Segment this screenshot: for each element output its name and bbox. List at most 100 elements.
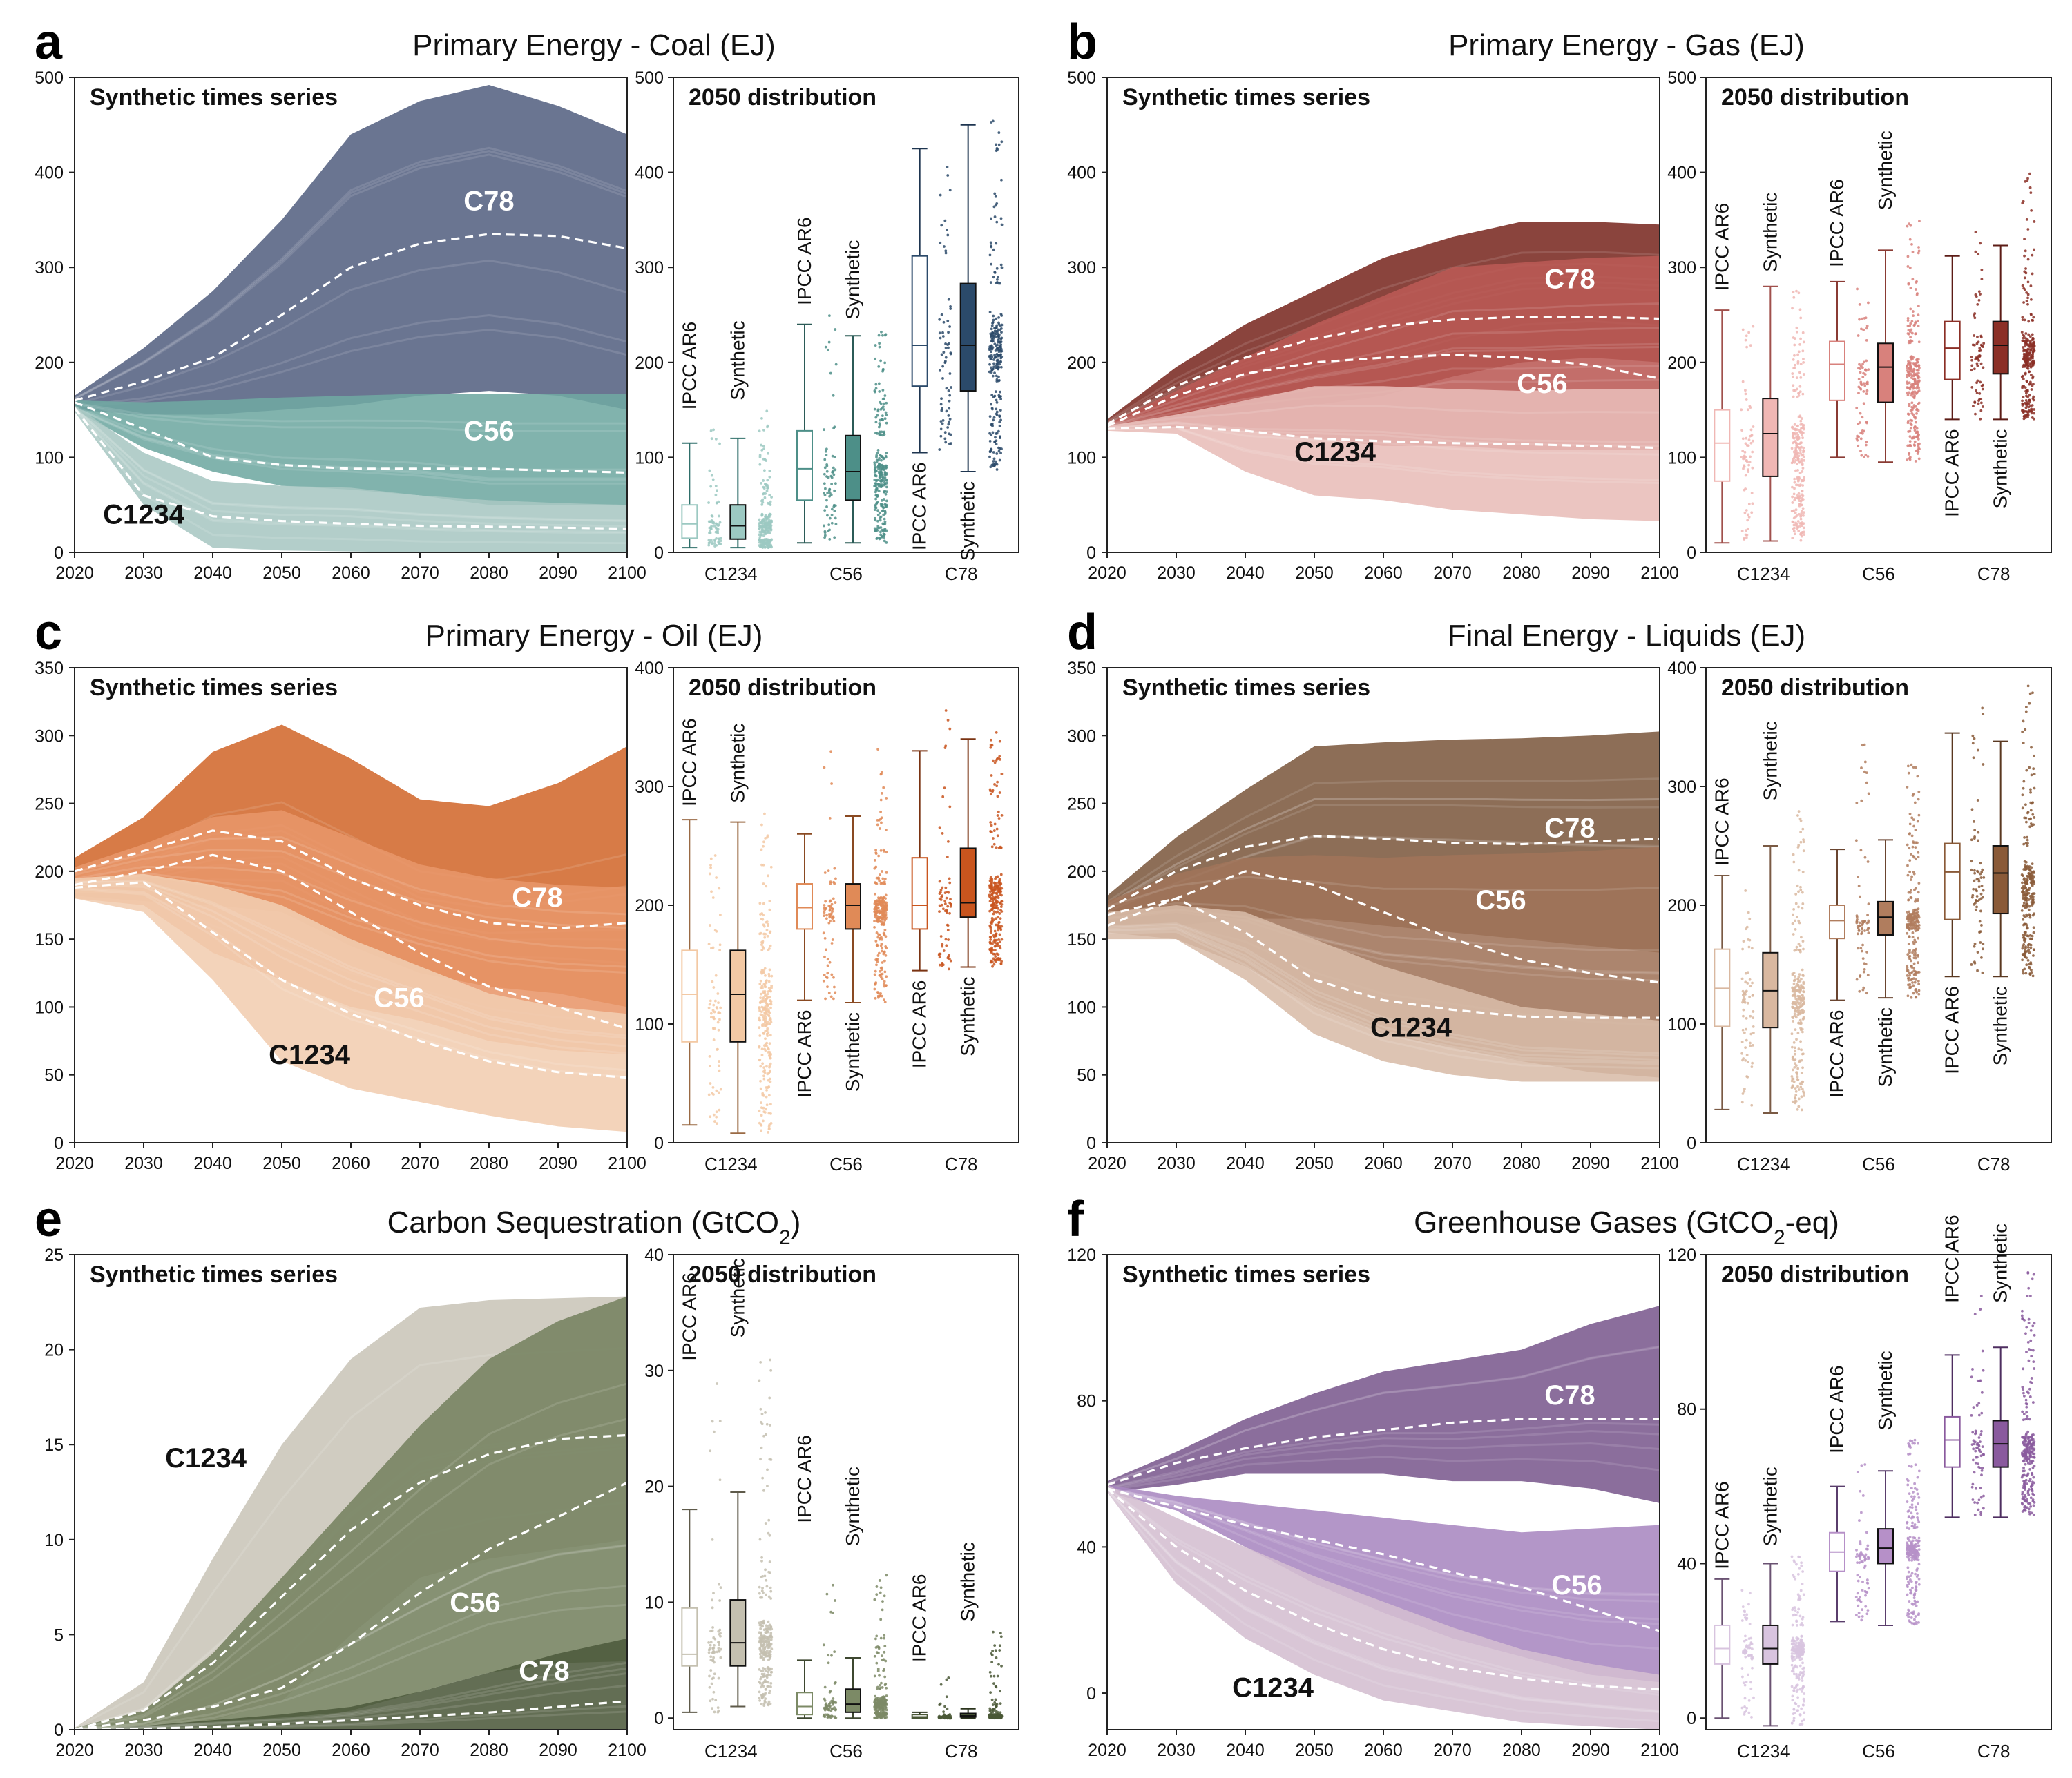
- point: [2027, 333, 2031, 336]
- point: [1801, 1088, 1804, 1091]
- point: [1973, 367, 1976, 371]
- point: [1907, 891, 1910, 894]
- point: [2032, 954, 2035, 957]
- point: [882, 921, 885, 925]
- point: [832, 997, 835, 1001]
- point: [758, 1681, 761, 1683]
- point: [1742, 1014, 1745, 1018]
- scatter-ipcc: [707, 1382, 722, 1714]
- box-y-tick-label: 400: [1667, 659, 1696, 678]
- point: [1745, 1016, 1748, 1020]
- point: [1913, 888, 1916, 891]
- point: [759, 545, 762, 548]
- point: [1909, 978, 1912, 982]
- point: [768, 1534, 771, 1537]
- point: [713, 1643, 716, 1647]
- point: [1906, 764, 1910, 768]
- point: [1907, 976, 1910, 980]
- point: [1750, 1103, 1754, 1107]
- point: [991, 331, 994, 334]
- point: [1751, 466, 1754, 470]
- point: [883, 476, 887, 479]
- point: [1908, 367, 1911, 370]
- point: [998, 755, 1001, 758]
- point: [1794, 1094, 1798, 1096]
- source-label-synthetic: Synthetic: [957, 976, 979, 1056]
- point: [1912, 374, 1915, 378]
- point: [999, 365, 1003, 369]
- point: [1802, 514, 1805, 517]
- box-ipcc: [796, 429, 813, 501]
- point: [2023, 238, 2026, 241]
- point: [1801, 462, 1804, 465]
- point: [1802, 446, 1805, 450]
- point: [1802, 947, 1805, 951]
- point: [769, 1002, 772, 1005]
- point: [758, 1026, 761, 1030]
- point: [831, 938, 834, 941]
- point: [1792, 521, 1795, 523]
- box-ipcc: [796, 1692, 813, 1716]
- point: [2028, 766, 2031, 769]
- point: [767, 1620, 770, 1623]
- point: [1740, 408, 1743, 412]
- point: [1798, 496, 1801, 499]
- point: [949, 351, 952, 355]
- point: [882, 931, 885, 935]
- point: [989, 960, 992, 964]
- point: [1916, 911, 1919, 914]
- point: [1791, 372, 1794, 375]
- point: [992, 881, 996, 885]
- point: [939, 420, 943, 423]
- point: [1865, 359, 1868, 363]
- point: [2024, 881, 2027, 885]
- point: [1793, 477, 1796, 481]
- point: [716, 992, 720, 995]
- point: [1855, 920, 1859, 923]
- point: [760, 912, 764, 915]
- point: [1916, 319, 1919, 322]
- point: [941, 795, 945, 798]
- point: [769, 944, 772, 947]
- point: [1913, 440, 1917, 443]
- point: [882, 523, 885, 526]
- point: [991, 424, 994, 427]
- point: [1978, 392, 1982, 395]
- series-label-C56: C56: [1475, 885, 1526, 916]
- point: [1801, 968, 1804, 972]
- point: [1858, 421, 1861, 424]
- series-label-C56: C56: [463, 416, 514, 447]
- point: [1976, 799, 1979, 802]
- point: [1855, 801, 1859, 804]
- point: [760, 1556, 763, 1559]
- point: [1750, 434, 1754, 437]
- point: [1917, 971, 1921, 974]
- band-C56: [75, 1296, 627, 1730]
- point: [709, 1641, 713, 1644]
- point: [760, 970, 763, 974]
- point: [833, 489, 836, 492]
- point: [2021, 385, 2024, 388]
- point: [766, 1003, 769, 1006]
- x-tick-label: 2020: [55, 563, 94, 583]
- x-tick-label: 2100: [608, 1741, 646, 1760]
- point: [1979, 349, 1982, 352]
- point: [879, 882, 883, 885]
- point: [1906, 458, 1909, 462]
- point: [1912, 911, 1915, 914]
- point: [719, 542, 722, 545]
- median-C1234: [75, 1433, 627, 1730]
- point: [1908, 369, 1912, 373]
- point: [707, 1641, 710, 1644]
- point: [878, 900, 881, 904]
- point: [1971, 734, 1975, 737]
- band-C78: [75, 85, 627, 415]
- point: [2021, 399, 2024, 403]
- point: [1744, 972, 1747, 975]
- box-y-tick-label: 40: [644, 1246, 664, 1265]
- point: [1746, 1001, 1749, 1005]
- point: [995, 400, 999, 404]
- point: [764, 1037, 767, 1041]
- point: [1979, 417, 1982, 421]
- point: [2028, 916, 2032, 919]
